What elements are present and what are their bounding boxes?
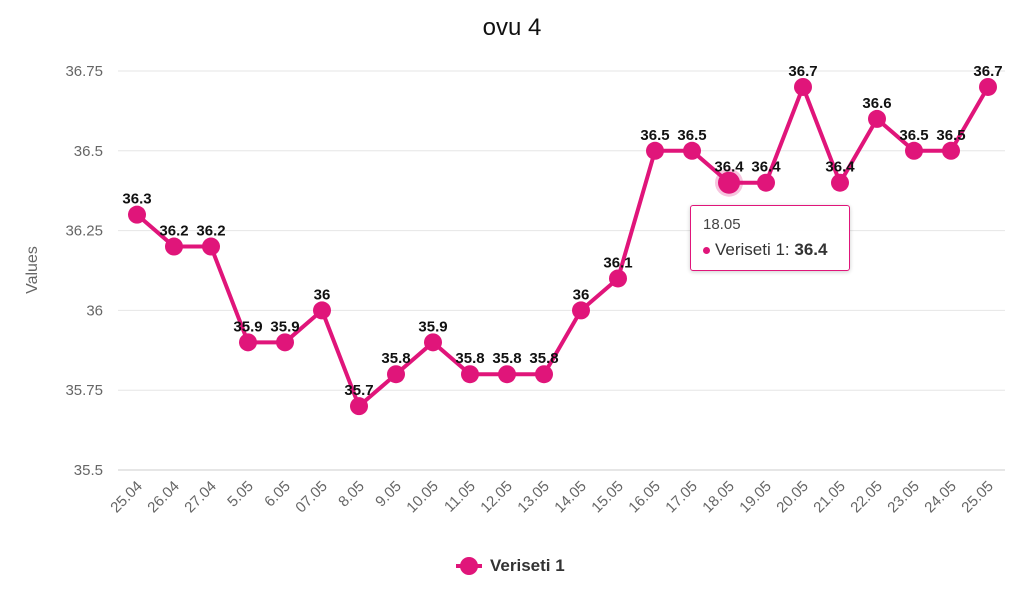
data-label: 35.9 [270,318,299,335]
data-point [350,397,368,416]
y-tick-label: 36 [86,302,103,319]
data-label: 36.4 [825,159,855,176]
x-tick-label: 21.05 [810,478,849,517]
legend-marker-icon [456,554,482,578]
x-tick-label: 07.05 [292,478,331,517]
y-tick-label: 35.5 [74,462,103,479]
x-tick-label: 14.05 [551,478,590,517]
x-tick-label: 15.05 [588,478,627,517]
data-point [202,237,220,256]
data-label: 36 [573,286,590,303]
x-tick-label: 11.05 [441,478,479,516]
data-label: 35.8 [455,350,484,367]
tooltip-category: 18.05 [703,216,741,233]
x-tick-label: 10.05 [403,478,442,517]
tooltip-value-line: Veriseti 1: 36.4 [703,240,827,260]
data-point [868,109,886,128]
x-tick-label: 9.05 [372,478,405,511]
x-tick-label: 6.05 [261,478,294,511]
y-tick-label: 36.75 [65,63,103,80]
x-tick-label: 19.05 [736,478,775,517]
data-label: 35.7 [344,382,373,399]
data-label: 36.7 [788,63,817,80]
y-tick-label: 36.25 [65,223,103,240]
series-dot-icon [703,247,710,255]
data-label: 36.7 [973,63,1002,80]
y-tick-label: 35.75 [65,382,103,399]
data-label: 36.3 [122,191,151,208]
data-point [424,333,442,352]
data-point [683,141,701,160]
x-tick-label: 23.05 [884,478,923,517]
x-tick-label: 24.05 [921,478,960,517]
x-tick-label: 8.05 [335,478,368,511]
data-point [387,365,405,384]
x-tick-label: 13.05 [514,478,553,517]
data-label: 36.2 [196,223,225,240]
data-label: 35.9 [233,318,262,335]
data-point [165,237,183,256]
x-tick-label: 16.05 [625,478,664,517]
data-label: 36.6 [862,95,891,112]
x-tick-label: 26.04 [144,478,183,517]
y-axis-title: Values [24,246,41,294]
data-label: 35.8 [492,350,521,367]
data-point [646,141,664,160]
x-tick-label: 25.05 [958,478,997,517]
data-label: 36.4 [714,159,744,176]
data-point [831,173,849,192]
data-label: 36.5 [899,127,928,144]
data-point [572,301,590,320]
tooltip-series-label: Veriseti 1: [715,240,795,259]
data-point [461,365,479,384]
data-label: 36 [314,286,331,303]
x-tick-label: 27.04 [181,478,220,517]
data-point [239,333,257,352]
data-point [979,77,997,96]
data-point [942,141,960,160]
data-point [794,77,812,96]
chart-title: ovu 4 [482,14,542,41]
x-tick-label: 18.05 [699,478,738,517]
data-label: 36.5 [640,127,669,144]
x-tick-label: 12.05 [477,478,516,517]
data-label: 35.8 [529,350,558,367]
data-label: 36.5 [936,127,965,144]
legend-item-veriseti-1[interactable]: Veriseti 1 [456,554,565,578]
x-tick-label: 17.05 [662,478,701,517]
tooltip-value: 36.4 [794,240,828,259]
data-point [313,301,331,320]
data-point [609,269,627,288]
data-label: 36.5 [677,127,706,144]
data-point [535,365,553,384]
data-point [757,173,775,192]
x-tick-label: 25.04 [107,478,146,517]
tooltip: 18.05 Veriseti 1: 36.4 [690,205,850,271]
data-point [276,333,294,352]
data-label: 35.9 [418,318,447,335]
data-label: 36.4 [751,159,781,176]
x-tick-label: 5.05 [224,478,257,511]
y-tick-label: 36.5 [74,143,103,160]
legend-label: Veriseti 1 [490,556,565,575]
x-tick-label: 22.05 [847,478,886,517]
data-point [128,205,146,224]
data-label: 36.1 [603,254,632,271]
data-label: 35.8 [381,350,410,367]
series-line [135,84,990,409]
data-label: 36.2 [159,223,188,240]
data-point [718,171,740,194]
x-tick-label: 20.05 [773,478,812,517]
data-point [498,365,516,384]
data-point [905,141,923,160]
